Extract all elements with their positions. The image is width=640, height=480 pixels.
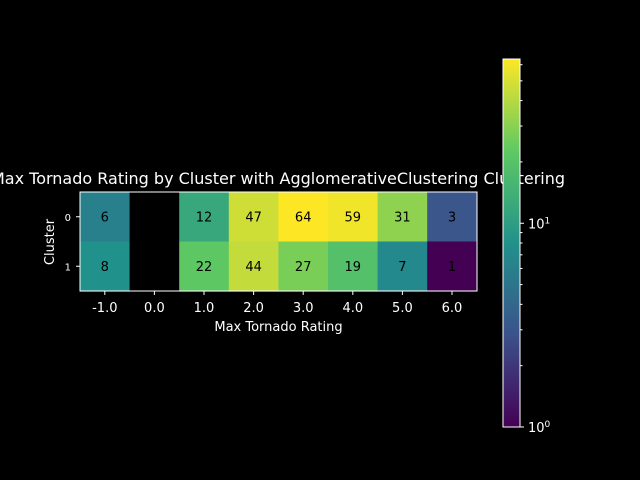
heatmap-cell xyxy=(377,241,428,292)
heatmap-cell-label: 1 xyxy=(448,260,456,275)
heatmap-cell-label: 3 xyxy=(448,210,456,225)
colorbar xyxy=(502,58,521,428)
heatmap-cell xyxy=(427,192,478,243)
heatmap-cell-label: 6 xyxy=(101,210,109,225)
x-tick-label: -1.0 xyxy=(92,301,117,316)
x-tick-label: 4.0 xyxy=(342,301,363,316)
heatmap-cell xyxy=(278,241,329,292)
heatmap-cell xyxy=(129,192,180,243)
x-tick-label: 5.0 xyxy=(392,301,413,316)
heatmap-cell xyxy=(129,241,180,292)
x-axis-label: Max Tornado Rating xyxy=(214,320,342,335)
colorbar-tick-label: 101 xyxy=(528,216,550,232)
plot-frame xyxy=(79,191,478,292)
heatmap-cell-label: 59 xyxy=(345,210,362,225)
heatmap-cell xyxy=(228,192,279,243)
x-tick-label: 2.0 xyxy=(243,301,264,316)
heatmap-cell-label: 8 xyxy=(101,260,109,275)
heatmap-cell-label: 27 xyxy=(295,260,312,275)
heatmap-cell-label: 12 xyxy=(196,210,213,225)
heatmap-cell xyxy=(278,192,329,243)
heatmap-cell xyxy=(427,241,478,292)
x-tick-label: 0.0 xyxy=(144,301,165,316)
x-axis: -1.0 0.0 1.0 2.0 3.0 4.0 5.0 6.0 xyxy=(92,291,462,316)
heatmap-cell xyxy=(80,192,131,243)
x-tick-label: 1.0 xyxy=(194,301,215,316)
heatmap-cell-label: 22 xyxy=(196,260,213,275)
heatmap-cells xyxy=(80,192,478,292)
heatmap-cell-label: 64 xyxy=(295,210,312,225)
heatmap-cell xyxy=(328,241,379,292)
heatmap-cell-label: 7 xyxy=(398,260,406,275)
y-tick-label: 1 xyxy=(65,262,71,273)
y-axis-label: Cluster xyxy=(43,218,58,265)
colorbar-tick-label: 100 xyxy=(528,420,551,436)
heatmap-cell xyxy=(328,192,379,243)
heatmap-cell xyxy=(80,241,131,292)
heatmap-cell xyxy=(179,241,230,292)
heatmap-cell xyxy=(179,192,230,243)
heatmap-cell-label: 19 xyxy=(345,260,362,275)
heatmap-cell xyxy=(377,192,428,243)
heatmap-cell-label: 31 xyxy=(394,210,411,225)
heatmap-cell-labels: 6 12 47 64 59 31 3 8 22 44 27 19 7 1 xyxy=(101,210,456,275)
heatmap-cell-label: 47 xyxy=(245,210,262,225)
colorbar-ticks: 100 101 xyxy=(520,64,551,436)
x-tick-label: 6.0 xyxy=(442,301,463,316)
heatmap-cell xyxy=(228,241,279,292)
heatmap-cell-label: 44 xyxy=(245,260,262,275)
x-tick-label: 3.0 xyxy=(293,301,314,316)
y-axis: 01 xyxy=(65,213,80,273)
chart-title: Max Tornado Rating by Cluster with Agglo… xyxy=(0,169,565,188)
y-tick-label: 0 xyxy=(65,213,71,224)
